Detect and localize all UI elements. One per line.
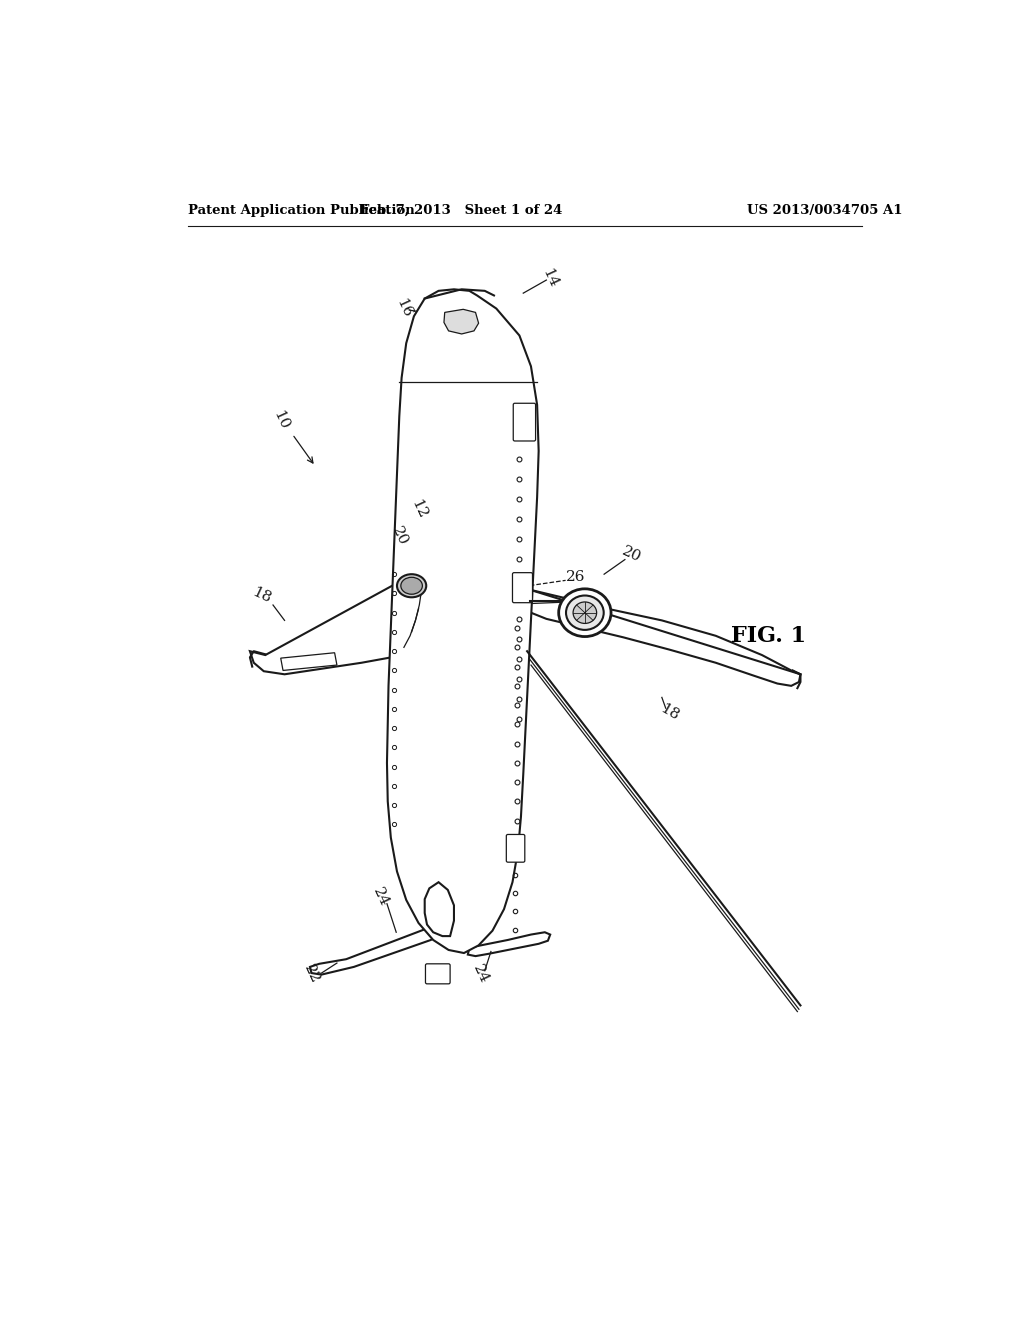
Ellipse shape xyxy=(566,595,604,630)
Text: Patent Application Publication: Patent Application Publication xyxy=(188,205,415,218)
Text: US 2013/0034705 A1: US 2013/0034705 A1 xyxy=(746,205,902,218)
Polygon shape xyxy=(250,566,425,675)
Text: FIG. 1: FIG. 1 xyxy=(731,624,806,647)
Text: 24: 24 xyxy=(470,962,492,986)
Ellipse shape xyxy=(559,589,611,636)
Text: 26: 26 xyxy=(566,569,586,583)
Polygon shape xyxy=(468,932,550,956)
Ellipse shape xyxy=(400,577,422,594)
FancyBboxPatch shape xyxy=(506,834,524,862)
Text: 14: 14 xyxy=(540,265,561,289)
Text: 10: 10 xyxy=(270,408,291,432)
Text: 18: 18 xyxy=(657,702,681,723)
FancyBboxPatch shape xyxy=(425,964,451,983)
Text: 20: 20 xyxy=(620,544,643,565)
FancyBboxPatch shape xyxy=(512,573,532,603)
Text: 20: 20 xyxy=(389,524,411,548)
Polygon shape xyxy=(526,590,801,686)
Text: 18: 18 xyxy=(250,585,273,606)
Ellipse shape xyxy=(397,574,426,597)
Polygon shape xyxy=(310,928,437,974)
Text: 16: 16 xyxy=(393,297,415,321)
Polygon shape xyxy=(425,882,454,936)
FancyBboxPatch shape xyxy=(513,404,536,441)
Text: 24: 24 xyxy=(371,886,391,909)
Ellipse shape xyxy=(573,602,597,623)
Polygon shape xyxy=(387,289,539,953)
Text: 12: 12 xyxy=(409,496,430,520)
Polygon shape xyxy=(281,653,337,671)
Text: Feb. 7, 2013   Sheet 1 of 24: Feb. 7, 2013 Sheet 1 of 24 xyxy=(360,205,563,218)
Text: 22: 22 xyxy=(301,962,322,986)
Polygon shape xyxy=(444,309,478,334)
